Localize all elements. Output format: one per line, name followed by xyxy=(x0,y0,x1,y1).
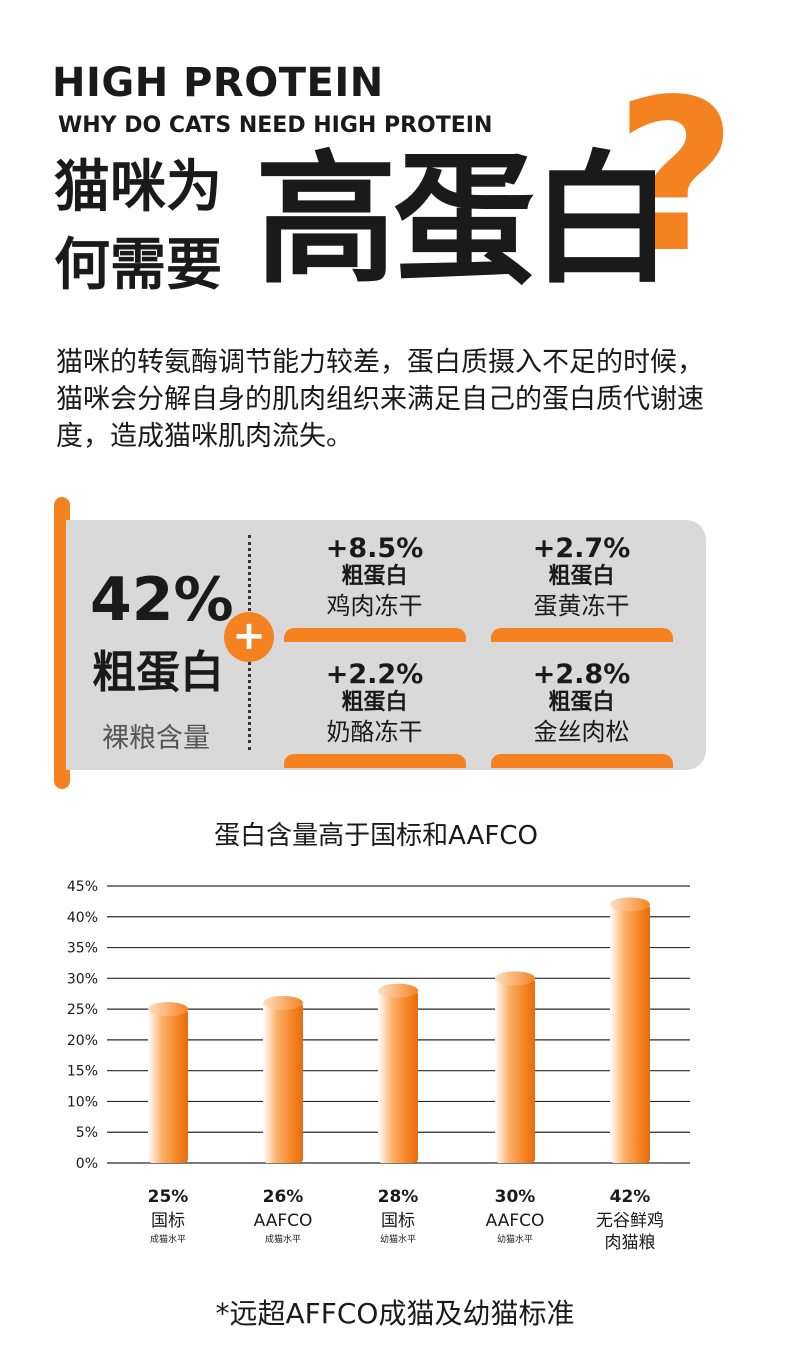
ingredient-cell: +2.2% 粗蛋白 奶酪冻干 xyxy=(282,660,467,768)
y-tick-label: 5% xyxy=(76,1125,98,1141)
bar xyxy=(148,1009,188,1163)
ingredient-name: 金丝肉松 xyxy=(533,718,630,746)
footnote: *远超AFFCO成猫及幼猫标准 xyxy=(215,1297,575,1330)
ingredient-cell: +2.7% 粗蛋白 蛋黄冻干 xyxy=(489,534,674,642)
bar xyxy=(610,904,650,1163)
intro-text: 猫咪的转氨酶调节能力较差，蛋白质摄入不足的时候，猫咪会分解自身的肌肉组织来满足自… xyxy=(56,347,704,452)
category-label: 无谷鲜鸡 xyxy=(596,1211,664,1231)
category-sublabel: 幼猫水平 xyxy=(380,1233,416,1245)
bar-value-label: 30% xyxy=(495,1187,536,1207)
y-tick-label: 25% xyxy=(67,1002,98,1018)
total-label: 粗蛋白 xyxy=(92,647,224,698)
question-mark: ? xyxy=(615,54,737,299)
category-sublabel: 成猫水平 xyxy=(150,1233,186,1245)
ingredient-label: 粗蛋白 xyxy=(341,564,408,589)
category-sublabel: 成猫水平 xyxy=(265,1233,301,1245)
category-label: 国标 xyxy=(381,1211,415,1231)
y-tick-label: 10% xyxy=(67,1094,98,1110)
ingredient-cell: +2.8% 粗蛋白 金丝肉松 xyxy=(489,660,674,768)
plus-icon: + xyxy=(224,612,274,662)
header-subtitle: WHY DO CATS NEED HIGH PROTEIN xyxy=(58,113,493,138)
ingredient-value: +8.5% xyxy=(325,533,424,564)
ingredient-cell: +8.5% 粗蛋白 鸡肉冻干 xyxy=(282,534,467,642)
category-label: AAFCO xyxy=(254,1211,313,1231)
ingredient-tab xyxy=(283,628,466,642)
ingredient-label: 粗蛋白 xyxy=(548,690,615,715)
y-tick-label: 0% xyxy=(76,1156,98,1172)
summary-panel xyxy=(66,520,706,770)
category-sublabel: 幼猫水平 xyxy=(497,1233,533,1245)
bar-cap xyxy=(495,971,535,986)
bar-cap xyxy=(148,1002,188,1017)
y-tick-label: 35% xyxy=(67,941,98,957)
category-label: 国标 xyxy=(151,1211,185,1231)
ingredient-label: 粗蛋白 xyxy=(341,690,408,715)
bar-value-label: 28% xyxy=(378,1187,419,1207)
total-caption: 裸粮含量 xyxy=(102,723,210,754)
bar xyxy=(495,978,535,1163)
ingredient-tab xyxy=(490,628,673,642)
ingredient-tab xyxy=(283,754,466,768)
total-value: 42% xyxy=(90,565,234,635)
ingredient-tab xyxy=(490,754,673,768)
ingredient-value: +2.7% xyxy=(532,533,631,564)
ingredient-name: 鸡肉冻干 xyxy=(326,592,423,620)
ingredient-value: +2.2% xyxy=(325,659,424,690)
chart-title: 蛋白含量高于国标和AAFCO xyxy=(214,821,538,851)
y-tick-label: 45% xyxy=(67,879,98,895)
ingredient-label: 粗蛋白 xyxy=(548,564,615,589)
bar xyxy=(263,1002,303,1163)
y-tick-label: 15% xyxy=(67,1064,98,1080)
category-label: 肉猫粮 xyxy=(605,1233,656,1253)
bar-cap xyxy=(263,995,303,1010)
ingredient-value: +2.8% xyxy=(532,659,631,690)
bar-cap xyxy=(378,983,418,998)
bar-value-label: 42% xyxy=(610,1187,651,1207)
bar-value-label: 25% xyxy=(148,1187,189,1207)
headline-big-word: 高蛋白 xyxy=(255,138,673,303)
y-tick-label: 30% xyxy=(67,971,98,987)
y-tick-label: 40% xyxy=(67,910,98,926)
headline-line-1: 猫咪为 xyxy=(54,155,222,220)
bar-cap xyxy=(610,897,650,912)
header-title: HIGH PROTEIN xyxy=(52,60,384,106)
bar-value-label: 26% xyxy=(263,1187,304,1207)
bar xyxy=(378,990,418,1163)
headline-line-2: 何需要 xyxy=(54,233,222,298)
category-label: AAFCO xyxy=(486,1211,545,1231)
ingredient-name: 蛋黄冻干 xyxy=(533,592,630,620)
ingredient-name: 奶酪冻干 xyxy=(326,718,423,746)
y-tick-label: 20% xyxy=(67,1033,98,1049)
